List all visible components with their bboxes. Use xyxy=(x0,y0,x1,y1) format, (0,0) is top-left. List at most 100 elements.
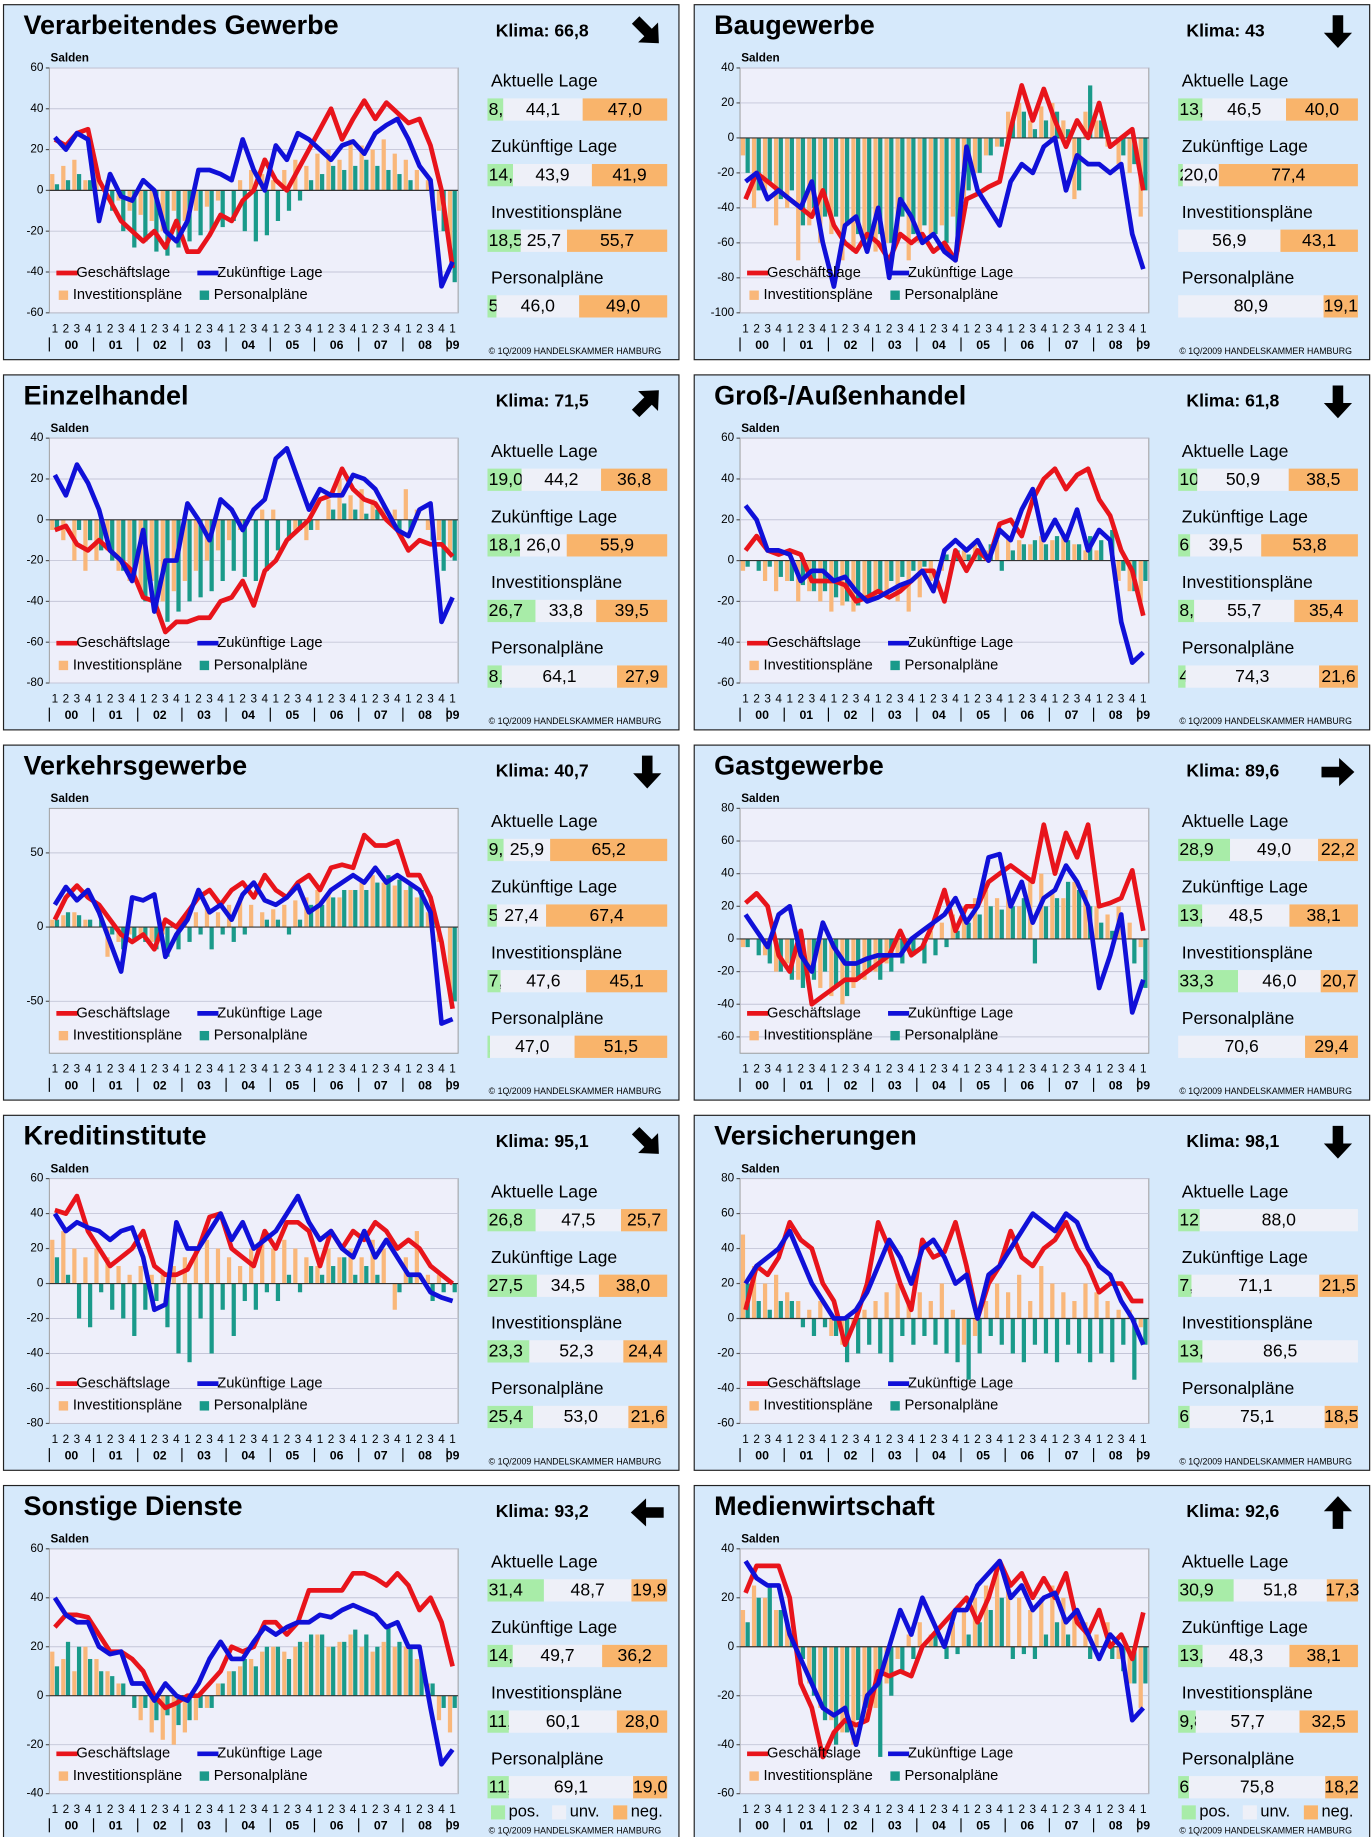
breakdown-value: 22,2 xyxy=(1321,839,1355,859)
bar xyxy=(193,1695,199,1721)
bar xyxy=(966,1634,971,1647)
year-label: 02 xyxy=(153,708,167,722)
y-tick-label: 80 xyxy=(721,1172,735,1185)
x-tick-label: 4 xyxy=(1085,322,1092,335)
trend-arrow xyxy=(631,16,659,44)
breakdown-segment xyxy=(487,1340,530,1363)
x-tick-label: 1 xyxy=(140,1803,147,1816)
x-tick-label: 4 xyxy=(350,1433,357,1446)
x-tick-label: 1 xyxy=(875,1063,882,1076)
bar xyxy=(342,503,347,520)
bar xyxy=(127,519,132,581)
bar xyxy=(76,174,82,191)
year-label: 02 xyxy=(153,338,167,352)
x-tick-label: 1 xyxy=(875,1803,882,1816)
bar xyxy=(304,519,309,541)
bar xyxy=(132,519,137,581)
y-tick-label: 20 xyxy=(721,899,735,912)
bar xyxy=(297,1641,303,1696)
x-tick-label: 1 xyxy=(184,1063,191,1076)
bar xyxy=(88,180,93,191)
bar xyxy=(994,137,1000,147)
bar xyxy=(386,169,391,191)
legend-swatch xyxy=(58,1771,69,1781)
x-tick-label: 3 xyxy=(383,1063,390,1076)
bar xyxy=(1138,938,1143,948)
bar xyxy=(375,1274,380,1284)
x-tick-label: 3 xyxy=(853,322,860,335)
breakdown-segment xyxy=(500,970,587,993)
x-tick-label: 2 xyxy=(151,322,158,335)
breakdown-value: 86,5 xyxy=(1263,1341,1297,1361)
y-tick-label: -60 xyxy=(717,236,734,249)
bar xyxy=(1099,1318,1104,1354)
bar xyxy=(447,1695,453,1733)
bar xyxy=(796,137,801,261)
breakdown-segment xyxy=(1319,1274,1358,1297)
bar xyxy=(215,190,221,201)
x-tick-label: 3 xyxy=(985,1433,992,1446)
bar xyxy=(1006,536,1011,561)
bar xyxy=(1061,898,1066,939)
year-label: 05 xyxy=(976,1449,990,1463)
x-tick-label: 4 xyxy=(306,1803,313,1816)
bar xyxy=(961,550,967,561)
x-tick-label: 3 xyxy=(985,1063,992,1076)
panel: Einzelhandel Klima: 71,5Salden-80-60-40-2… xyxy=(2,374,680,731)
breakdown-value: 38,1 xyxy=(1307,905,1341,925)
bar xyxy=(1116,1309,1121,1319)
breakdown-value: 53,8 xyxy=(1292,535,1326,555)
breakdown-value: 29,4 xyxy=(1314,1036,1348,1056)
bar xyxy=(154,519,159,612)
year-label: 00 xyxy=(65,708,79,722)
legend-label: Zukünftige Lage xyxy=(908,265,1013,281)
breakdown-value: 36,8 xyxy=(617,469,651,489)
bar xyxy=(1050,1585,1055,1647)
x-tick-label: 1 xyxy=(742,1063,749,1076)
footer: © 1Q/2009 HANDELSKAMMER HAMBURG xyxy=(489,1086,662,1096)
breakdown-segment xyxy=(487,1644,513,1668)
breakdown-value: 19,0 xyxy=(489,469,523,489)
bar xyxy=(745,1622,750,1647)
bar xyxy=(88,519,93,541)
bar xyxy=(1110,1646,1115,1659)
bar xyxy=(922,560,927,567)
bar xyxy=(61,1658,66,1696)
bar xyxy=(271,180,276,191)
breakdown-value: 26,0 xyxy=(526,535,560,555)
bar xyxy=(381,139,386,191)
x-tick-label: 3 xyxy=(118,322,125,335)
breakdown-value: 32,5 xyxy=(1312,1711,1346,1731)
bar xyxy=(425,180,431,191)
breakdown-segment xyxy=(550,838,668,862)
year-label: 08 xyxy=(1109,708,1123,722)
year-label: 09 xyxy=(1136,708,1150,722)
legend-label: Geschäftslage xyxy=(767,1005,861,1021)
bar xyxy=(116,519,121,571)
breakdown-value: 39,5 xyxy=(1209,535,1243,555)
y-tick-label: 40 xyxy=(30,1591,44,1604)
bar xyxy=(1043,120,1049,138)
breakdown-segment xyxy=(1178,1579,1234,1602)
year-label: 05 xyxy=(976,708,990,722)
bar xyxy=(127,1274,132,1284)
panel: Kreditinstitute Klima: 95,1Salden-80-60-4… xyxy=(2,1114,680,1471)
legend-label: Investitionspläne xyxy=(73,657,182,673)
breakdown-segment xyxy=(574,1035,668,1058)
breakdown-segment xyxy=(623,1340,668,1363)
trend-arrow xyxy=(1323,1496,1353,1529)
year-label: 06 xyxy=(1020,708,1034,722)
bar xyxy=(933,1634,938,1647)
bar xyxy=(364,1266,369,1284)
x-tick-label: 1 xyxy=(1096,693,1103,706)
bar xyxy=(1006,1292,1011,1319)
breakdown-segment xyxy=(1190,534,1262,557)
bar xyxy=(61,915,66,928)
legend-swatch xyxy=(890,290,900,300)
breakdown-value: 36,2 xyxy=(618,1645,652,1665)
bar xyxy=(1032,129,1038,138)
bar xyxy=(370,1651,375,1696)
breakdown-label: Investitionspläne xyxy=(491,572,622,592)
bar xyxy=(774,938,779,972)
x-tick-label: 3 xyxy=(1074,1433,1081,1446)
